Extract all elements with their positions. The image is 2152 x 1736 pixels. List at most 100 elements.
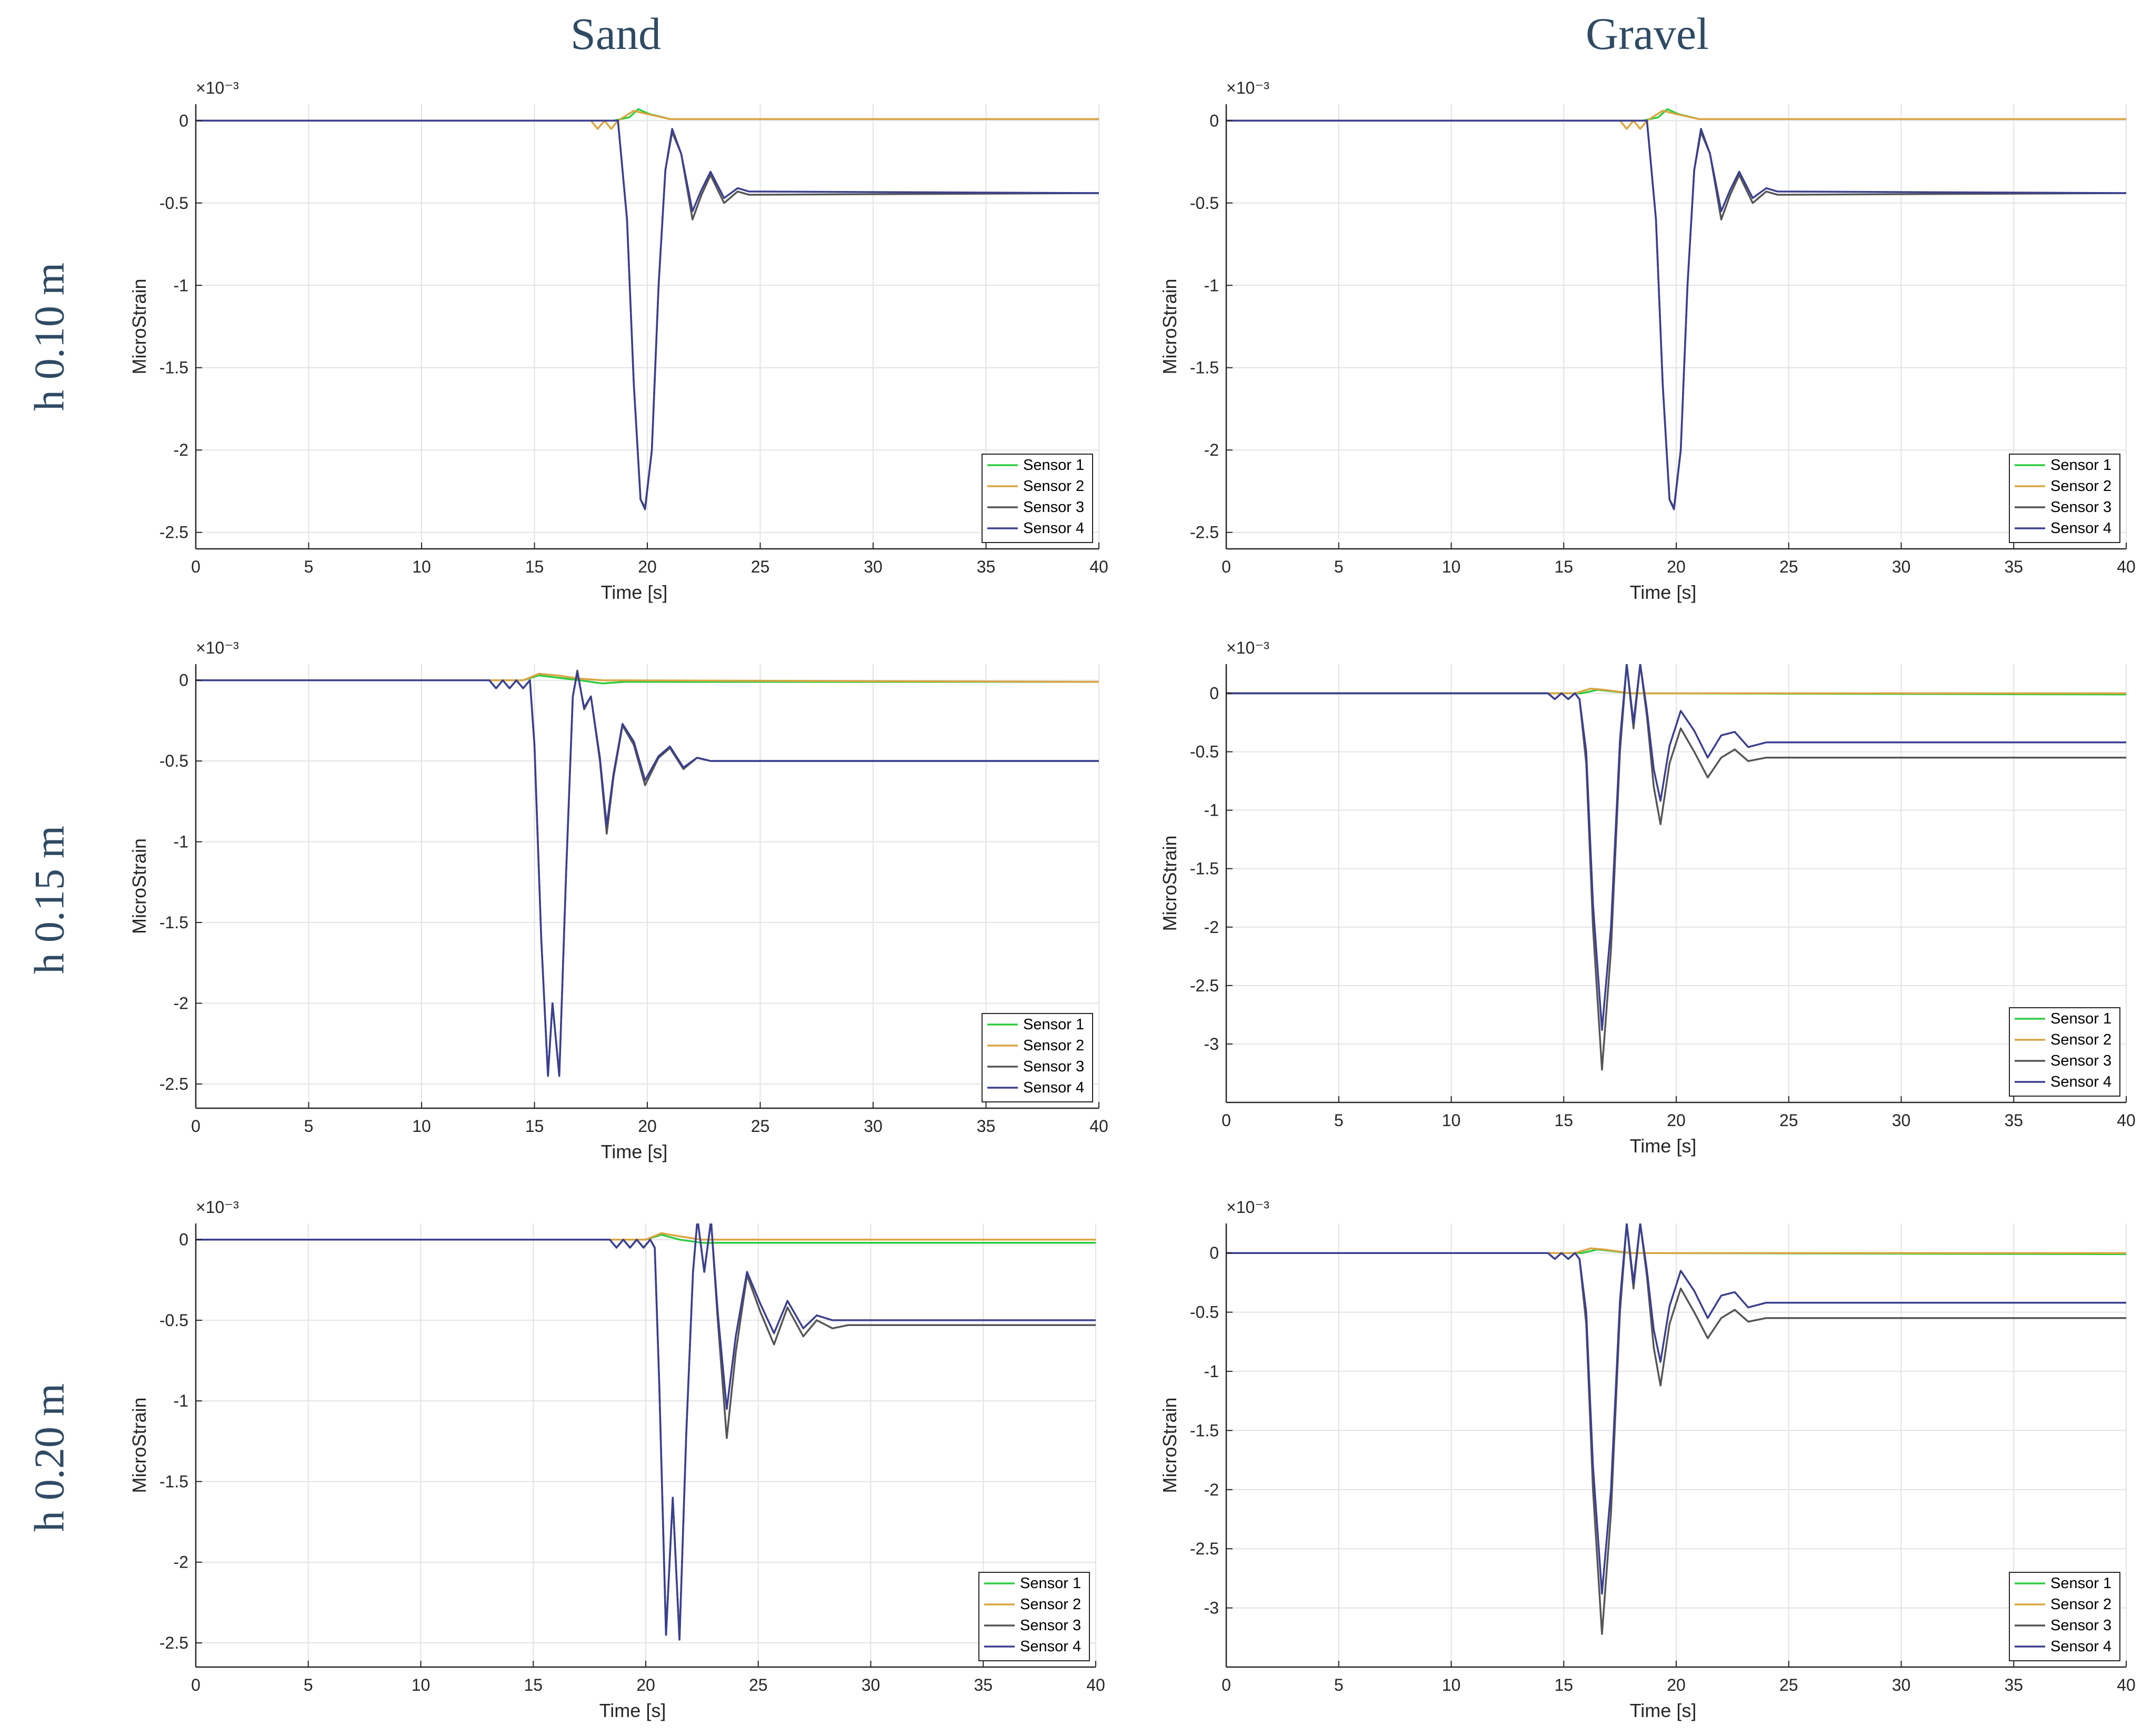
series-line-sensor-4: [1226, 1223, 2126, 1595]
y-tick-label: -1.5: [159, 358, 188, 377]
y-tick-label: -1: [1204, 801, 1219, 820]
x-tick-label: 10: [1442, 1675, 1461, 1694]
legend-label: Sensor 2: [2050, 478, 2111, 495]
y-tick-label: 0: [179, 1230, 188, 1249]
x-tick-label: 25: [1779, 557, 1798, 576]
legend-label: Sensor 2: [1020, 1596, 1081, 1613]
y-tick-label: -2: [174, 1553, 188, 1572]
legend-label: Sensor 3: [2050, 499, 2111, 516]
x-tick-label: 25: [751, 1117, 770, 1136]
legend-label: Sensor 3: [1023, 1058, 1084, 1075]
legend-label: Sensor 2: [1023, 478, 1084, 495]
x-axis-label: Time [s]: [599, 1700, 666, 1721]
x-tick-label: 30: [864, 1117, 883, 1136]
legend-label: Sensor 1: [1023, 1016, 1084, 1033]
series-line-sensor-4: [1226, 664, 2126, 1031]
x-tick-label: 25: [749, 1675, 768, 1694]
x-tick-label: 10: [412, 1675, 431, 1694]
x-tick-label: 15: [525, 557, 544, 576]
x-tick-label: 40: [2117, 1675, 2136, 1694]
x-tick-label: 35: [2004, 557, 2023, 576]
x-axis-label: Time [s]: [1630, 581, 1697, 603]
series-line-sensor-2: [1226, 109, 2126, 130]
x-tick-label: 10: [412, 557, 431, 576]
x-tick-label: 15: [524, 1675, 543, 1694]
legend-label: Sensor 2: [1023, 1037, 1084, 1054]
x-axis-label: Time [s]: [601, 581, 668, 603]
x-tick-label: 15: [1554, 1111, 1573, 1130]
chart-panel-4: 0 5 10 15 20 25 30 35 40 0 -0.5 -1 -1.5 -2 -2.5 -3 ×10⁻³…: [1159, 638, 2136, 1157]
series-line-sensor-4: [196, 671, 1099, 1077]
y-tick-label: -2.5: [1190, 1539, 1219, 1558]
y-tick-label: -1: [174, 276, 188, 295]
x-tick-label: 35: [974, 1675, 993, 1694]
x-tick-label: 10: [1442, 557, 1461, 576]
legend: Sensor 1 Sensor 2 Sensor 3 Sensor 4: [2009, 454, 2120, 543]
y-tick-label: -1: [174, 1391, 188, 1410]
y-axis-label: MicroStrain: [128, 278, 150, 374]
x-tick-label: 10: [1442, 1111, 1461, 1130]
y-exponent-label: ×10⁻³: [196, 78, 239, 97]
y-tick-label: 0: [1209, 684, 1219, 703]
y-tick-label: -0.5: [159, 751, 188, 770]
y-exponent-label: ×10⁻³: [1226, 78, 1269, 97]
legend-label: Sensor 3: [1023, 499, 1084, 516]
y-tick-label: -0.5: [159, 1311, 188, 1330]
y-tick-label: -1.5: [1190, 1421, 1219, 1440]
y-axis-label: MicroStrain: [128, 1397, 150, 1493]
y-tick-label: 0: [179, 671, 188, 690]
y-axis-label: MicroStrain: [1159, 278, 1180, 374]
chart-panel-5: 0 5 10 15 20 25 30 35 40 0 -0.5 -1 -1.5 -2 -2.5 ×10⁻³ Ti…: [128, 1198, 1105, 1721]
y-exponent-label: ×10⁻³: [196, 638, 239, 657]
series-line-sensor-4: [1226, 119, 2126, 510]
y-tick-label: -2: [1204, 918, 1219, 937]
y-tick-label: 0: [1209, 1243, 1219, 1262]
chart-panel-2: 0 5 10 15 20 25 30 35 40 0 -0.5 -1 -1.5 -2 -2.5 ×10⁻³ Ti…: [1159, 78, 2136, 603]
legend-label: Sensor 4: [2050, 1073, 2111, 1090]
y-tick-label: -1: [174, 832, 188, 851]
series-line-sensor-2: [196, 109, 1099, 130]
x-tick-label: 35: [2004, 1111, 2023, 1130]
y-tick-label: -1: [1204, 276, 1219, 295]
x-tick-label: 40: [1089, 1117, 1108, 1136]
y-axis-label: MicroStrain: [1159, 835, 1180, 931]
y-tick-label: -1: [1204, 1362, 1219, 1381]
y-tick-label: -2: [174, 994, 188, 1013]
y-tick-label: -3: [1204, 1035, 1219, 1053]
x-tick-label: 0: [1222, 1111, 1231, 1130]
chart-panel-3: 0 5 10 15 20 25 30 35 40 0 -0.5 -1 -1.5 -2 -2.5 ×10⁻³ Ti…: [128, 638, 1108, 1162]
x-tick-label: 40: [2117, 1111, 2136, 1130]
x-tick-label: 0: [191, 557, 201, 576]
legend-label: Sensor 4: [1020, 1638, 1081, 1655]
series-line-sensor-4: [196, 1223, 1096, 1641]
x-tick-label: 40: [1089, 557, 1108, 576]
x-tick-label: 35: [2004, 1675, 2023, 1694]
x-tick-label: 5: [304, 557, 314, 576]
y-tick-label: -0.5: [1190, 742, 1219, 761]
legend-label: Sensor 2: [2050, 1031, 2111, 1048]
y-tick-label: -2: [1204, 1480, 1219, 1499]
y-tick-label: -1.5: [159, 913, 188, 932]
legend-label: Sensor 4: [1023, 1079, 1084, 1096]
x-tick-label: 25: [1779, 1111, 1798, 1130]
series-line-sensor-2: [196, 673, 1099, 683]
x-tick-label: 5: [1334, 557, 1344, 576]
y-tick-label: 0: [179, 111, 188, 130]
y-axis-label: MicroStrain: [1159, 1397, 1180, 1493]
x-tick-label: 0: [191, 1675, 201, 1694]
x-tick-label: 5: [304, 1675, 313, 1694]
x-tick-label: 30: [864, 557, 883, 576]
y-tick-label: -1.5: [1190, 358, 1219, 377]
x-tick-label: 10: [412, 1117, 431, 1136]
x-tick-label: 40: [2117, 557, 2136, 576]
x-tick-label: 25: [1779, 1675, 1798, 1694]
x-tick-label: 30: [1892, 1111, 1911, 1130]
legend-label: Sensor 1: [1023, 457, 1084, 474]
x-tick-label: 30: [1892, 557, 1911, 576]
y-tick-label: -2.5: [159, 1075, 188, 1093]
x-axis-label: Time [s]: [601, 1141, 668, 1162]
y-tick-label: -2: [174, 440, 188, 459]
legend-label: Sensor 3: [1020, 1617, 1081, 1634]
y-exponent-label: ×10⁻³: [196, 1198, 239, 1217]
